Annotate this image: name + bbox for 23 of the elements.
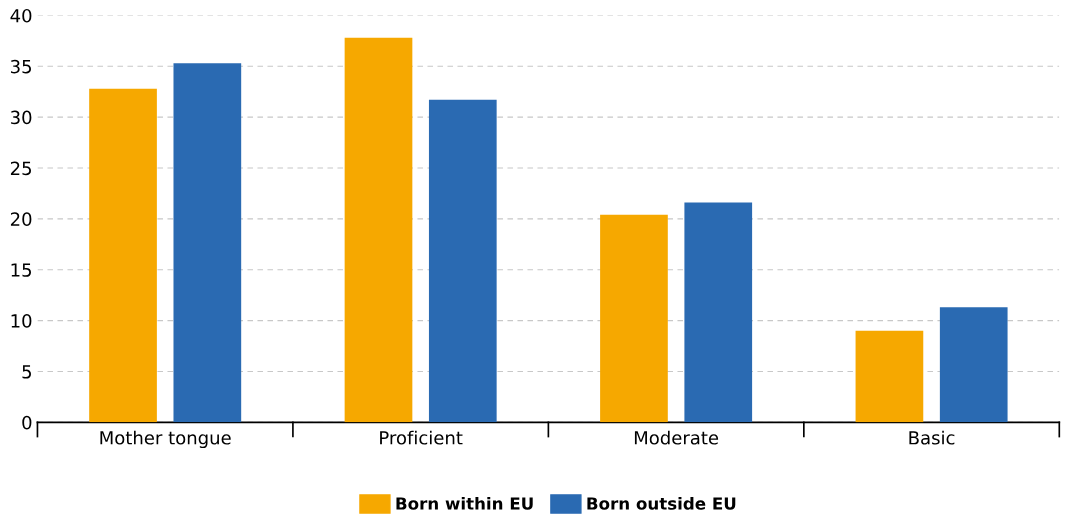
bar [173,63,242,423]
y-tick-label: 25 [10,161,32,176]
y-tick-label: 35 [10,59,32,74]
y-tick-label: 10 [11,314,32,328]
legend-label: Born within EU [396,496,533,510]
bar [684,202,753,423]
x-tick-label: Moderate [634,430,719,445]
bar [855,330,924,423]
y-tick-label: 5 [22,365,32,379]
y-tick-label: 0 [22,415,32,430]
bar [600,214,668,423]
bar [344,37,413,423]
y-tick-label: 20 [10,212,32,226]
bar [89,88,157,423]
bar [428,99,497,423]
x-tick-label: Proficient [380,430,463,445]
y-tick-label: 40 [10,8,32,23]
bar [939,307,1008,423]
x-tick-label: Mother tongue [100,430,231,449]
x-tick-label: Basic [909,430,955,445]
y-tick-label: 15 [11,263,32,277]
y-tick-label: 30 [10,110,32,125]
legend-label: Born outside EU [587,496,736,510]
